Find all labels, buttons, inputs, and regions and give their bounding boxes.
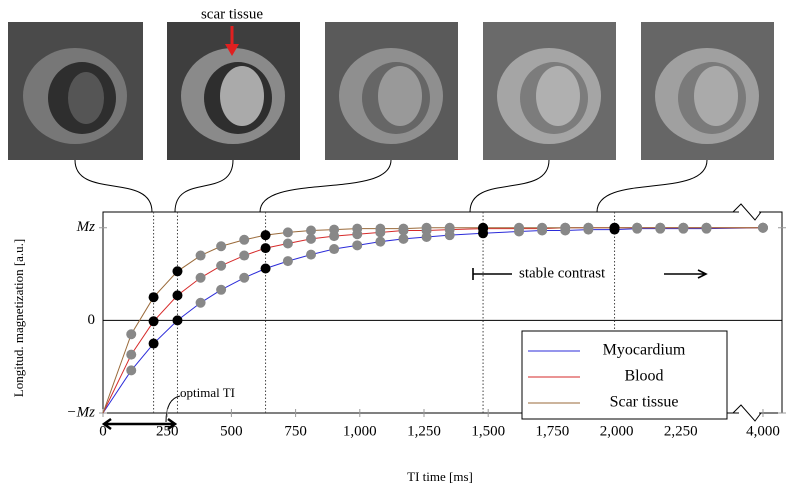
data-point	[352, 240, 362, 250]
x-tick-label: 500	[220, 423, 243, 439]
data-point	[758, 223, 768, 233]
y-tick-label: −Mz	[67, 404, 96, 420]
data-point	[283, 227, 293, 237]
x-tick-label: 1,500	[471, 423, 505, 439]
data-point	[655, 223, 665, 233]
mri-images	[8, 22, 774, 160]
data-point	[149, 316, 159, 326]
chart: scar tissue TI time [ms] Longitud. magne…	[0, 0, 803, 489]
optimal-ti-label: optimal TI	[180, 385, 235, 400]
data-point	[196, 298, 206, 308]
data-point	[239, 273, 249, 283]
x-tick-label: 750	[284, 423, 307, 439]
y-tick-label: Mz	[76, 219, 95, 235]
mri-image	[8, 22, 143, 160]
data-point	[261, 243, 271, 253]
x-tick-label: 1,000	[343, 423, 377, 439]
data-point	[172, 290, 182, 300]
data-point	[610, 223, 620, 233]
data-point	[560, 223, 570, 233]
data-point	[261, 230, 271, 240]
x-tick-label: 4,000	[746, 423, 780, 439]
data-point	[172, 315, 182, 325]
data-point	[149, 339, 159, 349]
data-point	[514, 223, 524, 233]
x-tick-label: 2,250	[664, 423, 698, 439]
data-point	[149, 292, 159, 302]
data-point	[216, 285, 226, 295]
data-point	[216, 241, 226, 251]
mri-image	[483, 22, 616, 160]
mri-image	[325, 22, 458, 160]
image-connectors	[75, 160, 707, 212]
data-point	[306, 226, 316, 236]
data-point	[306, 250, 316, 260]
mri-image	[641, 22, 774, 160]
data-point	[329, 244, 339, 254]
data-point	[283, 238, 293, 248]
data-point	[261, 264, 271, 274]
data-point	[239, 235, 249, 245]
data-point	[126, 329, 136, 339]
data-point	[701, 223, 711, 233]
data-point	[216, 261, 226, 271]
stable-contrast-label: stable contrast	[519, 265, 606, 281]
data-point	[172, 266, 182, 276]
data-point	[422, 223, 432, 233]
data-point	[478, 223, 488, 233]
data-point	[632, 223, 642, 233]
data-point	[375, 237, 385, 247]
x-tick-label: 0	[99, 423, 107, 439]
page: scar tissue TI time [ms] Longitud. magne…	[0, 0, 803, 489]
data-point	[329, 225, 339, 235]
data-point	[239, 251, 249, 261]
data-point	[352, 224, 362, 234]
legend-label: Scar tissue	[610, 394, 679, 411]
data-point	[126, 365, 136, 375]
data-point	[678, 223, 688, 233]
data-point	[537, 223, 547, 233]
data-point	[126, 350, 136, 360]
data-point	[196, 251, 206, 261]
data-point	[398, 224, 408, 234]
data-point	[445, 223, 455, 233]
data-point	[196, 273, 206, 283]
x-tick-label: 1,750	[536, 423, 570, 439]
scar-label: scar tissue	[201, 6, 263, 22]
data-point	[283, 256, 293, 266]
y-tick-label: 0	[88, 312, 96, 328]
x-tick-label: 1,250	[407, 423, 441, 439]
data-point	[375, 224, 385, 234]
legend-label: Myocardium	[603, 342, 686, 359]
y-axis-label: Longitud. magnetization [a.u.]	[11, 239, 26, 397]
x-tick-label: 2,000	[600, 423, 634, 439]
x-tick-label: 250	[156, 423, 179, 439]
x-axis-label: TI time [ms]	[407, 469, 473, 484]
legend-label: Blood	[624, 368, 663, 385]
data-point	[583, 223, 593, 233]
